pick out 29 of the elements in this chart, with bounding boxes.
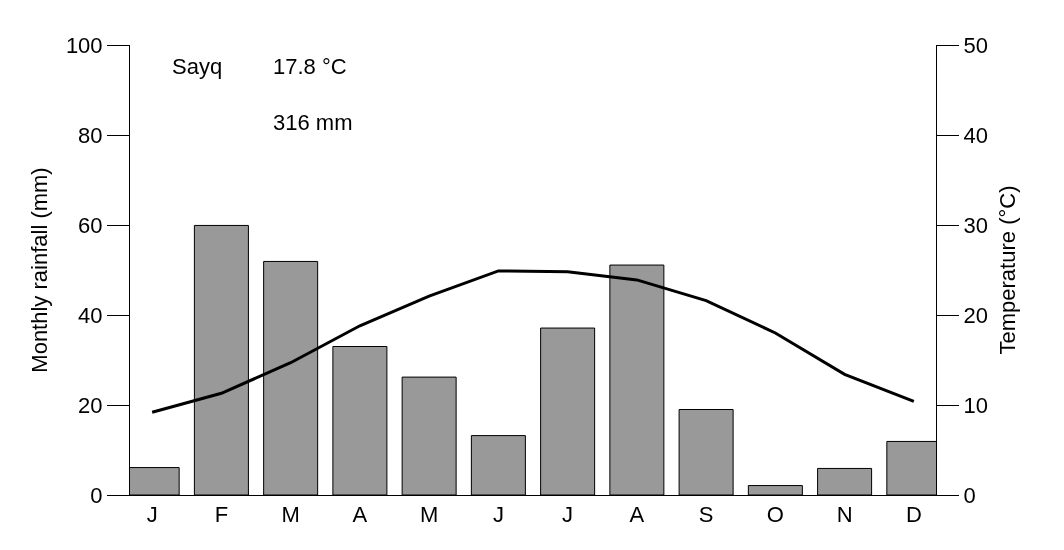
x-tick-label: A (352, 502, 368, 528)
y-tick-label: 100 (65, 32, 103, 58)
y-tick-label: 0 (90, 482, 103, 508)
x-tick-label: N (836, 502, 853, 528)
y2-tick-label: 40 (963, 122, 988, 148)
annotation: 17.8 °C (273, 54, 347, 79)
y2-tick-label: 10 (963, 392, 988, 418)
x-tick-label: M (281, 502, 300, 528)
x-tick-label: A (629, 502, 645, 528)
x-tick-label: D (905, 502, 922, 528)
y2-tick-label: 0 (963, 482, 976, 508)
y2-tick-label: 20 (963, 302, 988, 328)
x-tick-label: J (146, 502, 158, 528)
x-tick-label: S (698, 502, 714, 528)
x-tick-label: F (214, 502, 229, 528)
y2-tick-label: 50 (963, 32, 988, 58)
y-axis-title: Monthly rainfall (mm) (26, 167, 52, 373)
x-tick-label: J (492, 502, 504, 528)
y-tick-label: 20 (78, 392, 103, 418)
y-tick-label: 80 (78, 122, 103, 148)
x-tick-label: O (766, 502, 784, 528)
y-tick-label: 40 (78, 302, 103, 328)
x-tick-label: M (419, 502, 439, 528)
y2-axis-title: Temperature (°C) (994, 185, 1020, 355)
x-tick-label: J (562, 502, 574, 528)
y-tick-label: 60 (78, 212, 103, 238)
y2-tick-label: 30 (963, 212, 988, 238)
annotation: Sayq (172, 54, 223, 79)
annotation: 316 mm (273, 110, 353, 135)
